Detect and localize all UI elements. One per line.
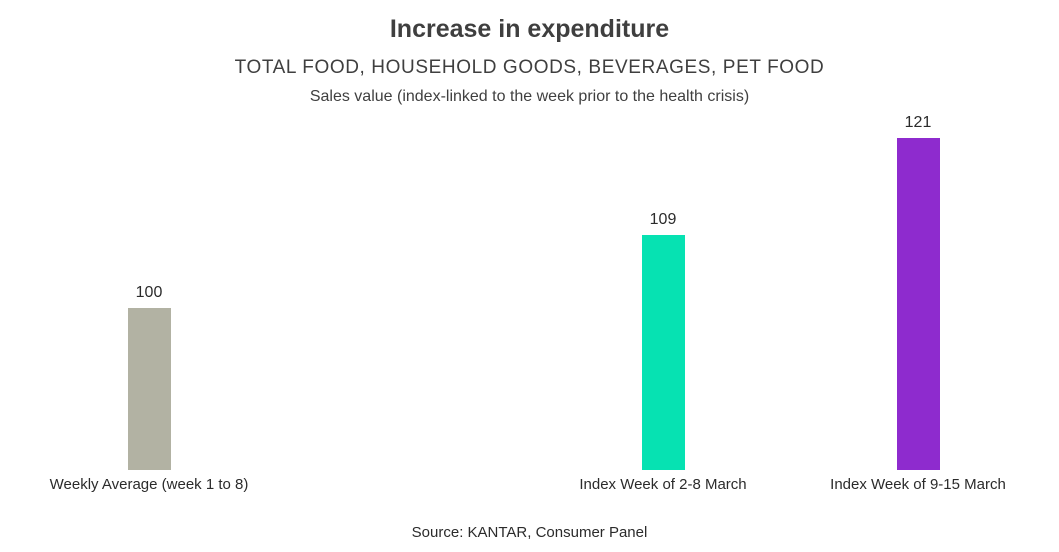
bar-category-label: Index Week of 2-8 March (579, 476, 747, 493)
bar-value-label: 109 (649, 211, 677, 228)
bar-category-label: Index Week of 9-15 March (830, 476, 1006, 493)
bar-rect (127, 308, 171, 470)
chart-subtitle: TOTAL FOOD, HOUSEHOLD GOODS, BEVERAGES, … (234, 57, 825, 78)
bar-value-label: 100 (135, 284, 163, 301)
chart-annotation: Sales value (index-linked to the week pr… (309, 88, 750, 105)
source-text: Source: KANTAR, Consumer Panel (411, 524, 648, 541)
bar-value-label: 121 (904, 114, 932, 131)
chart-header: Increase in expenditure TOTAL FOOD, HOUS… (0, 0, 1059, 107)
bar-rect (896, 138, 940, 470)
bar-group: 121 Index Week of 9-15 March (758, 113, 1059, 494)
bar-group: 100 Weekly Average (week 1 to 8) (0, 283, 309, 494)
bar-rect (641, 235, 685, 470)
bar-category-label: Weekly Average (week 1 to 8) (49, 476, 249, 493)
bar-group: 109 Index Week of 2-8 March (503, 210, 823, 494)
chart-title: Increase in expenditure (389, 15, 670, 43)
